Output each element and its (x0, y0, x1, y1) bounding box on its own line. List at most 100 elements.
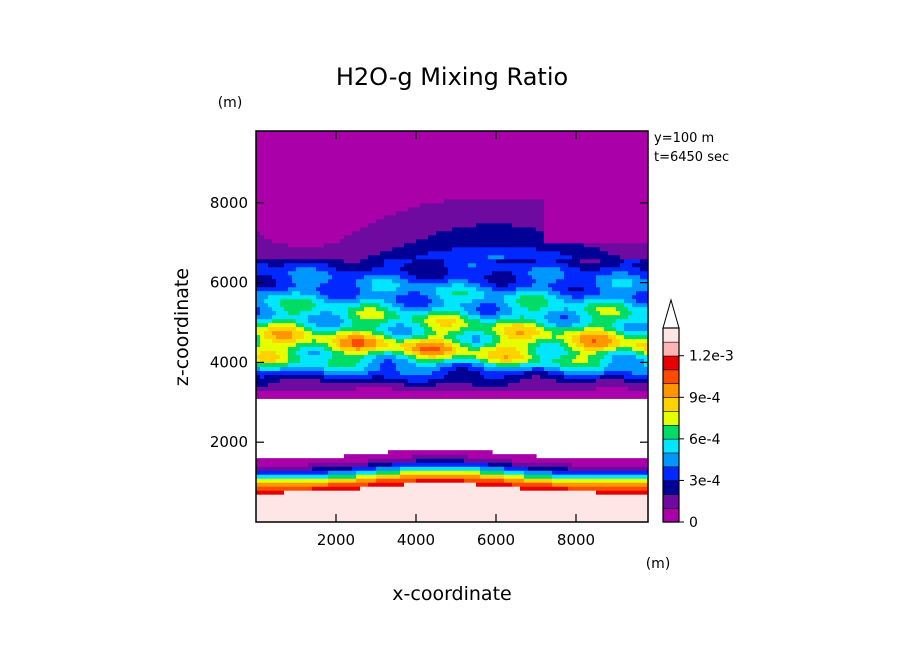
contour-cell (540, 330, 545, 336)
contour-cell (264, 326, 269, 332)
contour-cell (592, 326, 597, 332)
contour-cell (344, 338, 349, 344)
contour-cell (344, 374, 349, 379)
contour-cell (276, 506, 281, 511)
contour-cell (488, 310, 493, 316)
contour-cell (468, 374, 473, 379)
contour-cell (384, 330, 389, 336)
contour-cell (288, 458, 293, 463)
contour-cell (616, 490, 621, 495)
contour-cell (428, 358, 433, 364)
contour-cell (368, 466, 373, 471)
contour-cell (356, 462, 361, 467)
contour-cell (340, 266, 345, 272)
contour-cell (420, 266, 425, 272)
contour-cell (344, 354, 349, 360)
contour-cell (616, 518, 621, 522)
contour-cell (448, 358, 453, 364)
contour-cell (532, 510, 537, 515)
contour-cell (416, 454, 421, 459)
contour-cell (552, 514, 557, 519)
contour-cell (612, 354, 617, 360)
contour-cell (496, 494, 501, 499)
contour-cell (308, 370, 313, 375)
contour-cell (320, 482, 325, 487)
contour-cell (392, 370, 397, 375)
contour-cell (504, 498, 509, 503)
contour-cell (560, 514, 565, 519)
contour-cell (332, 354, 337, 360)
contour-cell (348, 302, 353, 308)
contour-cell (552, 470, 557, 475)
contour-cell (452, 366, 457, 371)
contour-cell (276, 294, 281, 300)
contour-cell (620, 318, 625, 324)
contour-cell (412, 266, 417, 272)
contour-cell (544, 322, 549, 328)
contour-cell (560, 322, 565, 328)
contour-cell (348, 286, 353, 292)
contour-cell (532, 314, 537, 320)
contour-cell (412, 514, 417, 519)
contour-cell (592, 342, 597, 348)
contour-cell (284, 294, 289, 300)
contour-cell (484, 474, 489, 479)
contour-cell (460, 326, 465, 332)
contour-cell (272, 462, 277, 467)
contour-cell (300, 478, 305, 483)
contour-cell (260, 486, 265, 491)
contour-cell (472, 518, 477, 522)
contour-cell (588, 262, 593, 268)
contour-cell (516, 498, 521, 503)
contour-cell (548, 330, 553, 336)
contour-cell (548, 358, 553, 364)
contour-cell (436, 370, 441, 375)
contour-cell (600, 518, 605, 522)
contour-cell (284, 490, 289, 495)
contour-cell (424, 362, 429, 367)
contour-cell (568, 322, 573, 328)
contour-cell (388, 310, 393, 316)
contour-cell (616, 294, 621, 300)
contour-cell (428, 290, 433, 296)
contour-cell (540, 394, 545, 399)
contour-cell (272, 330, 277, 336)
contour-cell (360, 318, 365, 324)
contour-cell (444, 494, 449, 499)
contour-cell (448, 322, 453, 328)
contour-cell (496, 394, 501, 399)
contour-cell (312, 330, 317, 336)
contour-cell (380, 498, 385, 503)
contour-cell (488, 302, 493, 308)
contour-cell (420, 374, 425, 379)
contour-cell (600, 362, 605, 367)
contour-cell (284, 350, 289, 356)
contour-cell (604, 338, 609, 344)
contour-cell (412, 298, 417, 304)
contour-cell (436, 322, 441, 328)
contour-cell (292, 266, 297, 272)
contour-cell (284, 518, 289, 522)
contour-cell (336, 326, 341, 332)
contour-cell (364, 338, 369, 344)
contour-cell (480, 470, 485, 475)
contour-cell (316, 350, 321, 356)
contour-cell (536, 366, 541, 371)
contour-cell (276, 358, 281, 364)
contour-cell (380, 310, 385, 316)
contour-cell (588, 342, 593, 348)
contour-cell (392, 290, 397, 296)
contour-cell (516, 306, 521, 312)
contour-cell (572, 514, 577, 519)
contour-cell (336, 318, 341, 324)
contour-cell (392, 354, 397, 360)
contour-cell (516, 454, 521, 459)
contour-cell (256, 370, 261, 375)
contour-cell (548, 338, 553, 344)
contour-cell (404, 370, 409, 375)
contour-cell (388, 450, 393, 455)
contour-cell (580, 490, 585, 495)
contour-cell (256, 474, 261, 479)
contour-cell (524, 458, 529, 463)
contour-cell (280, 518, 285, 522)
